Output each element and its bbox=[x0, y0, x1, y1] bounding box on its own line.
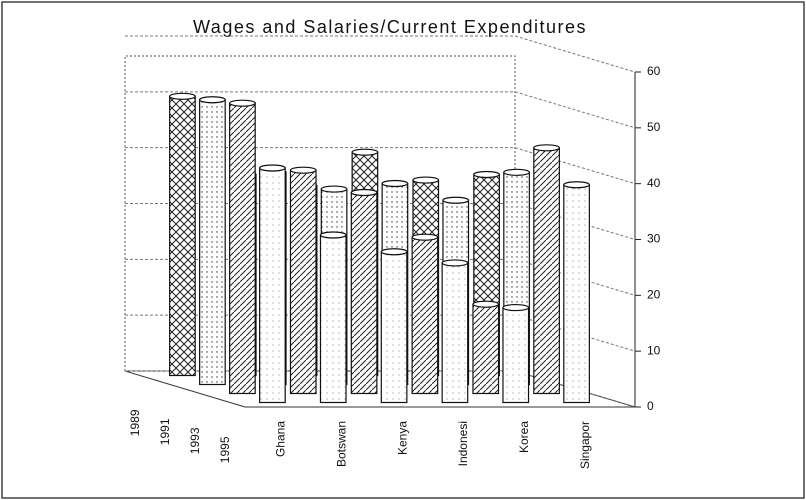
bar-top bbox=[289, 166, 317, 174]
bar-body bbox=[350, 191, 378, 395]
bar-top bbox=[533, 144, 560, 152]
bar-top bbox=[502, 303, 530, 312]
bar-top bbox=[441, 259, 469, 267]
bar-body bbox=[169, 95, 196, 377]
bar-top bbox=[259, 164, 286, 172]
bar-top bbox=[503, 168, 530, 176]
bar bbox=[229, 99, 256, 395]
bar-body bbox=[472, 303, 500, 395]
bar bbox=[199, 96, 226, 386]
y-tick-label: 20 bbox=[647, 288, 661, 302]
bar-body bbox=[441, 262, 469, 404]
bar-top bbox=[199, 96, 226, 104]
y-tick-label: 60 bbox=[647, 64, 661, 78]
bar-top bbox=[473, 170, 500, 179]
chart-title: Wages and Salaries/Current Expenditures bbox=[193, 17, 587, 37]
x-tick-label: Ghana bbox=[274, 421, 288, 457]
bar-body bbox=[229, 102, 256, 395]
series-label: 1995 bbox=[218, 436, 232, 463]
grid-line bbox=[125, 91, 636, 129]
bar-top bbox=[472, 300, 500, 308]
bar bbox=[259, 164, 286, 404]
x-tick-label: Kenya bbox=[395, 421, 409, 455]
x-tick-label: Singapor bbox=[578, 421, 592, 469]
x-tick-label: Korea bbox=[517, 421, 531, 453]
bar bbox=[380, 248, 408, 404]
bar-body bbox=[199, 99, 226, 386]
bar-top bbox=[351, 148, 379, 156]
bar-top bbox=[411, 233, 439, 241]
bar bbox=[533, 144, 560, 395]
bar-top bbox=[169, 92, 196, 100]
series-label: 1991 bbox=[158, 418, 172, 445]
bar bbox=[502, 303, 530, 404]
grid-line bbox=[125, 35, 636, 73]
bar bbox=[350, 188, 378, 395]
series-label: 1993 bbox=[188, 427, 202, 454]
bar-top bbox=[350, 188, 378, 197]
bar-body bbox=[502, 306, 530, 404]
bar-body bbox=[259, 167, 286, 404]
bar bbox=[169, 92, 196, 377]
bar-body bbox=[319, 234, 347, 404]
x-tick-label: Indonesi bbox=[456, 421, 470, 466]
bar bbox=[441, 259, 469, 404]
bar-top bbox=[442, 196, 470, 204]
back-wall bbox=[124, 55, 516, 371]
y-tick-label: 50 bbox=[647, 120, 661, 134]
bar bbox=[563, 181, 590, 404]
bar bbox=[319, 231, 347, 404]
bar-top bbox=[563, 181, 590, 189]
bar bbox=[289, 166, 317, 395]
series-label: 1989 bbox=[128, 409, 142, 436]
bar-top bbox=[319, 231, 347, 239]
bar bbox=[472, 300, 500, 395]
bar-body bbox=[380, 251, 408, 404]
y-tick-label: 40 bbox=[647, 176, 661, 190]
x-tick-label: Botswan bbox=[334, 421, 348, 467]
bar-body bbox=[563, 184, 590, 404]
bar-top bbox=[412, 176, 440, 184]
bar-top bbox=[381, 179, 409, 188]
y-tick-label: 10 bbox=[647, 343, 661, 357]
bar-body bbox=[289, 169, 317, 395]
bar-top bbox=[320, 185, 348, 193]
y-tick-label: 0 bbox=[647, 399, 654, 413]
bar bbox=[411, 233, 439, 395]
bar-top bbox=[380, 248, 408, 256]
bar-body bbox=[411, 236, 439, 395]
bar-body bbox=[533, 147, 560, 395]
y-tick-label: 30 bbox=[647, 232, 661, 246]
bar-top bbox=[229, 99, 256, 107]
